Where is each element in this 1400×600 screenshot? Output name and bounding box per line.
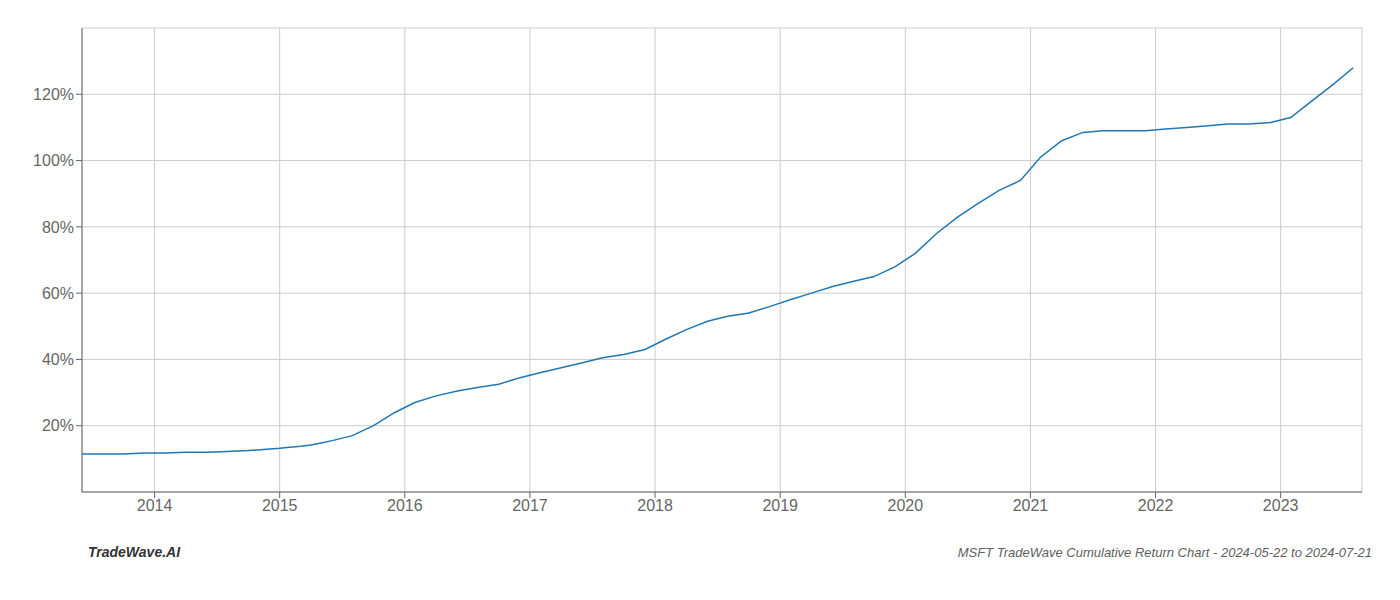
svg-text:2022: 2022: [1138, 497, 1174, 514]
svg-text:40%: 40%: [42, 351, 74, 368]
html-text:MSFT TradeWave Cumulative Retu: MSFT TradeWave Cumulative Return Chart -…: [957, 545, 1372, 560]
html-text:TradeWave.AI: TradeWave.AI: [88, 544, 181, 560]
svg-text:80%: 80%: [42, 219, 74, 236]
svg-text:120%: 120%: [33, 86, 74, 103]
svg-text:100%: 100%: [33, 152, 74, 169]
svg-text:2020: 2020: [888, 497, 924, 514]
svg-text:2021: 2021: [1013, 497, 1049, 514]
svg-text:2023: 2023: [1263, 497, 1299, 514]
svg-text:20%: 20%: [42, 417, 74, 434]
svg-text:2019: 2019: [762, 497, 798, 514]
svg-text:2015: 2015: [262, 497, 298, 514]
svg-text:2017: 2017: [512, 497, 548, 514]
svg-text:2018: 2018: [637, 497, 673, 514]
svg-text:60%: 60%: [42, 285, 74, 302]
svg-text:2014: 2014: [137, 497, 173, 514]
svg-text:2016: 2016: [387, 497, 423, 514]
